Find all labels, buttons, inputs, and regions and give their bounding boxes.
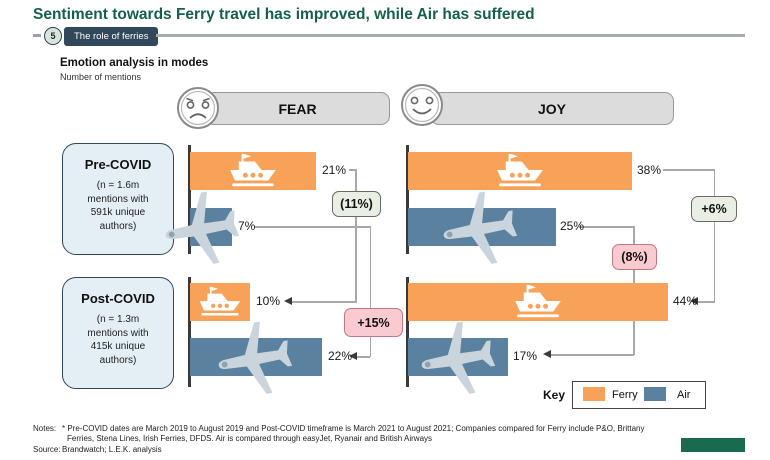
joy-air-change-badge: (8%) bbox=[612, 244, 657, 270]
joy-face-icon bbox=[401, 84, 443, 126]
connector-line bbox=[355, 356, 370, 358]
post-covid-title: Post-COVID bbox=[81, 291, 155, 306]
value-label: 22% bbox=[328, 349, 353, 363]
ferry-key-label: Ferry bbox=[612, 389, 638, 401]
fear-header-pill: FEAR bbox=[205, 92, 390, 125]
notes-label: Notes: bbox=[33, 424, 57, 433]
connector-line bbox=[549, 354, 634, 356]
chart-title: Emotion analysis in modes bbox=[60, 57, 209, 69]
ferry-icon bbox=[230, 153, 276, 187]
air-swatch bbox=[644, 387, 666, 401]
value-label: 17% bbox=[513, 349, 538, 363]
fear-face-icon bbox=[177, 87, 219, 129]
pre-covid-detail: authors) bbox=[99, 220, 137, 232]
fear-label: FEAR bbox=[278, 100, 317, 117]
connector-line bbox=[349, 169, 357, 171]
arrow-icon bbox=[690, 297, 698, 305]
ferry-icon bbox=[515, 284, 561, 318]
section-number-badge: 5 bbox=[44, 27, 62, 45]
connector-line bbox=[355, 169, 357, 303]
fear-air-change-badge: +15% bbox=[344, 308, 403, 337]
post-covid-detail: 415k unique bbox=[90, 341, 146, 352]
section-label: The role of ferries bbox=[64, 27, 159, 46]
fear-post-axis bbox=[188, 277, 191, 387]
plane-icon bbox=[165, 191, 240, 264]
fear-pre-axis bbox=[188, 145, 191, 254]
connector-line bbox=[713, 169, 715, 303]
arrow-icon bbox=[543, 350, 551, 358]
connector-line bbox=[290, 301, 356, 303]
connector-line bbox=[579, 226, 635, 228]
connector-line bbox=[696, 301, 714, 303]
value-label: 25% bbox=[560, 219, 585, 233]
arrow-icon bbox=[284, 297, 292, 305]
post-covid-detail: (n = 1.3m bbox=[96, 314, 140, 325]
pre-covid-detail: mentions with bbox=[87, 193, 149, 205]
fear-pre-ferry-bar bbox=[190, 152, 316, 190]
post-covid-detail: authors) bbox=[99, 354, 137, 366]
key-label: Key bbox=[543, 388, 566, 402]
post-covid-box: Post-COVID (n = 1.3m mentions with 415k … bbox=[62, 277, 174, 389]
ferry-icon bbox=[199, 286, 241, 316]
fear-ferry-change-badge: (11%) bbox=[332, 191, 381, 217]
post-covid-detail: mentions with bbox=[87, 327, 149, 339]
chart-subtitle: Number of mentions bbox=[60, 72, 142, 82]
value-label: 44% bbox=[673, 294, 698, 308]
arrow-icon bbox=[349, 352, 357, 360]
pre-covid-box: Pre-COVID (n = 1.6m mentions with 591k u… bbox=[62, 143, 174, 255]
note-line-2: Ferries, Stena Lines, Irish Ferries, DFD… bbox=[67, 434, 433, 443]
ferry-icon bbox=[497, 153, 543, 187]
joy-post-ferry-bar bbox=[408, 283, 668, 321]
source-label: Source: bbox=[33, 445, 61, 454]
plane-icon bbox=[443, 191, 518, 264]
value-label: 10% bbox=[256, 294, 281, 308]
section-divider-line bbox=[156, 34, 745, 37]
value-label: 21% bbox=[322, 163, 347, 177]
ferry-swatch bbox=[583, 387, 605, 401]
pre-covid-detail: (n = 1.6m bbox=[96, 180, 140, 191]
note-line-1: * Pre-COVID dates are March 2019 to Augu… bbox=[62, 424, 645, 433]
joy-ferry-change-badge: +6% bbox=[691, 196, 737, 222]
connector-line bbox=[254, 226, 371, 228]
section-dash bbox=[33, 34, 41, 37]
joy-header-pill: JOY bbox=[430, 92, 674, 125]
pre-covid-detail: 591k unique bbox=[90, 207, 146, 218]
connector-line bbox=[663, 169, 715, 171]
page-title: Sentiment towards Ferry travel has impro… bbox=[33, 6, 535, 23]
air-key-label: Air bbox=[677, 389, 691, 401]
connector-line bbox=[369, 226, 371, 357]
joy-label: JOY bbox=[537, 100, 566, 117]
value-label: 38% bbox=[637, 163, 662, 177]
fear-post-ferry-bar bbox=[190, 283, 250, 321]
value-label: 7% bbox=[238, 219, 256, 233]
joy-pre-ferry-bar bbox=[408, 152, 632, 190]
source-text: Brandwatch; L.E.K. analysis bbox=[62, 445, 162, 454]
joy-post-axis bbox=[406, 277, 409, 387]
plane-icon bbox=[421, 321, 496, 394]
plane-icon bbox=[218, 321, 293, 394]
pre-covid-title: Pre-COVID bbox=[84, 157, 152, 172]
lek-logo bbox=[681, 438, 745, 452]
joy-pre-axis bbox=[406, 145, 409, 254]
